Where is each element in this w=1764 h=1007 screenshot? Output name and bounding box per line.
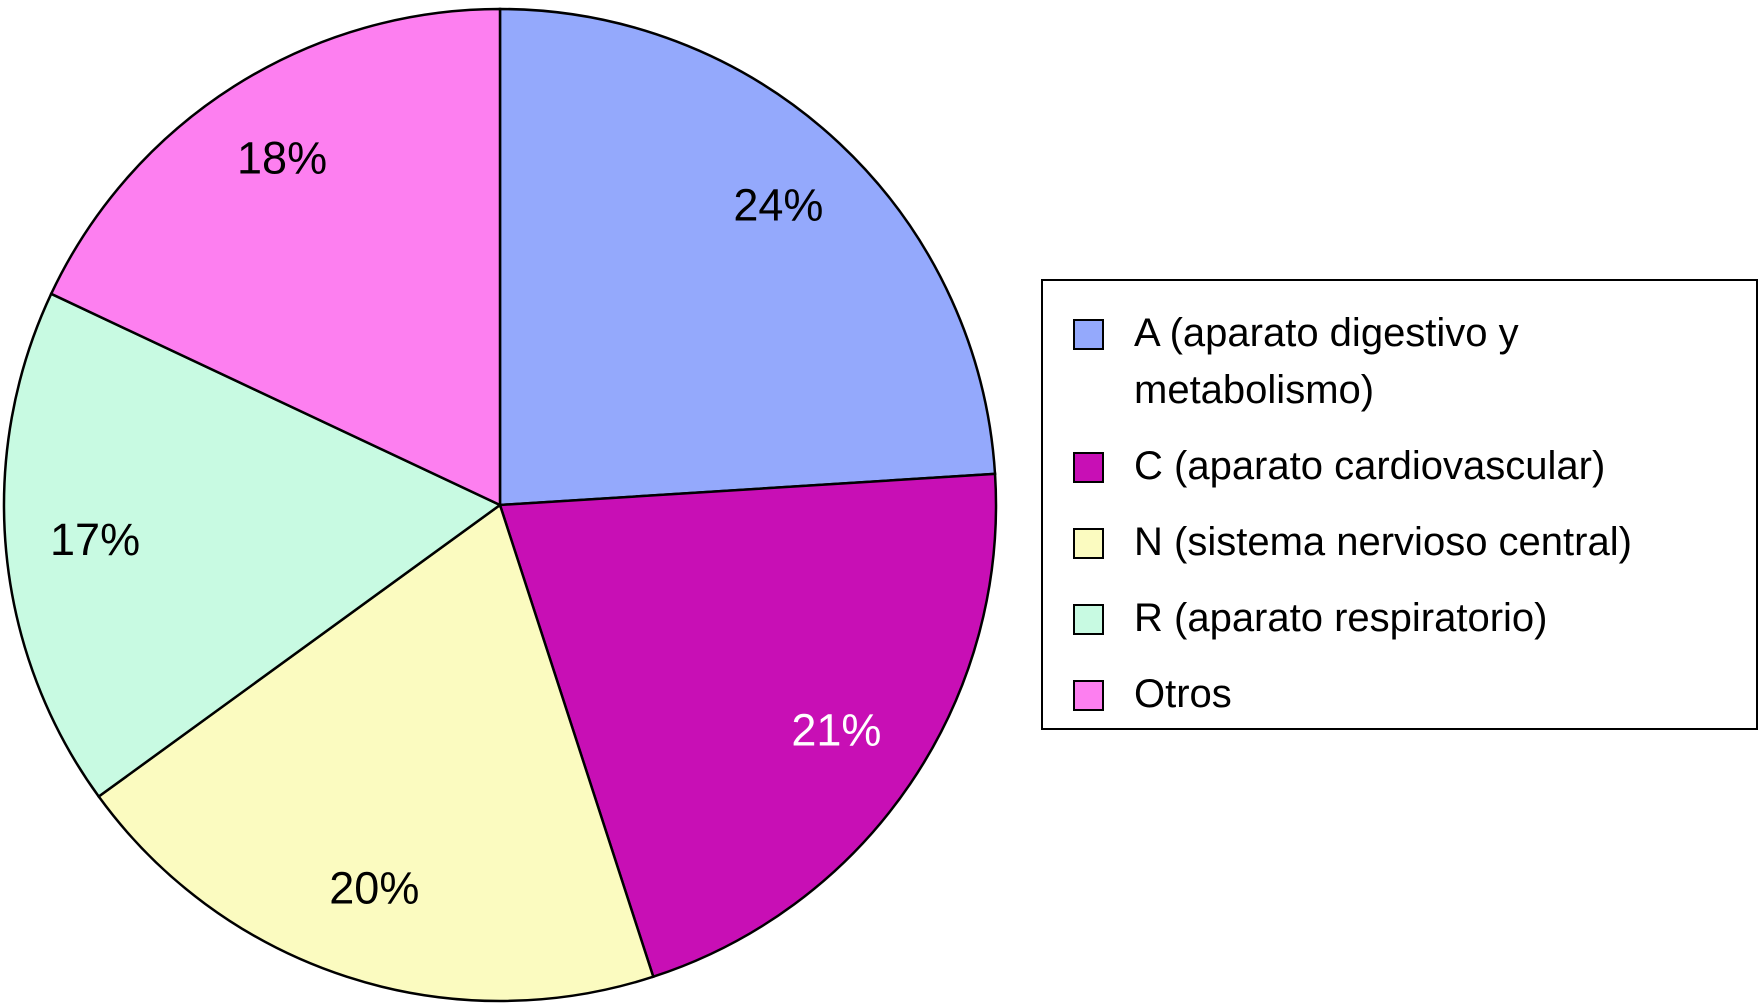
chart: 24% 21% 20% 17% 18% — [2, 7, 998, 1003]
legend-label: A (aparato digestivo y metabolismo) — [1134, 311, 1519, 412]
legend-label: Otros — [1134, 672, 1232, 716]
pie-slice — [96, 502, 655, 1003]
legend-swatch — [1073, 680, 1104, 711]
legend-label: R (aparato respiratorio) — [1134, 596, 1548, 640]
legend-swatch — [1073, 452, 1104, 483]
legend-label: C (aparato cardiovascular) — [1134, 444, 1606, 488]
data-label: 20% — [329, 863, 419, 914]
legend-swatch — [1073, 319, 1104, 350]
legend-item: C (aparato cardiovascular) — [1073, 438, 1756, 495]
legend-item: R (aparato respiratorio) — [1073, 590, 1756, 647]
pie-slice — [498, 472, 998, 979]
legend-item: A (aparato digestivo y metabolismo) — [1073, 305, 1756, 419]
legend-item: N (sistema nervioso central) — [1073, 514, 1756, 571]
data-label: 24% — [733, 179, 823, 230]
legend-item: Otros — [1073, 666, 1756, 723]
legend: A (aparato digestivo y metabolismo) C (ap… — [1041, 279, 1758, 730]
pie-slice — [49, 7, 502, 507]
legend-label: N (sistema nervioso central) — [1134, 520, 1632, 564]
legend-swatch — [1073, 528, 1104, 559]
data-label: 21% — [791, 705, 881, 756]
pie-slice — [498, 7, 997, 507]
data-label: 17% — [50, 514, 140, 565]
pie-slice — [2, 292, 503, 799]
legend-swatch — [1073, 604, 1104, 635]
data-label: 18% — [237, 132, 327, 183]
